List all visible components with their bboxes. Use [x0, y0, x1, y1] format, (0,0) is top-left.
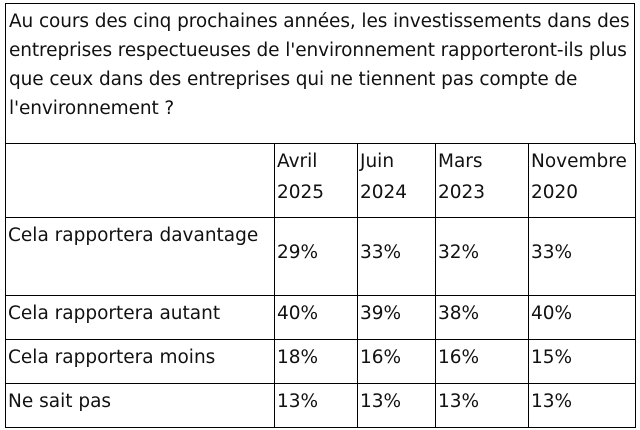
cell-value: 33% [360, 242, 402, 263]
row-label: Ne sait pas [5, 383, 275, 428]
table-cell: 40% [528, 295, 636, 340]
table-row: Cela rapportera autant 40% 39% 38% 40% [5, 295, 636, 340]
table-row: Cela rapportera moins 18% 16% 16% 15% [5, 339, 636, 384]
row-label: Cela rapportera autant [5, 295, 275, 340]
table-cell: 16% [435, 339, 529, 384]
table-cell: 13% [528, 383, 636, 428]
row-label-text: Cela rapportera davantage [8, 225, 259, 246]
header-cell-novembre-2020: Novembre 2020 [528, 143, 636, 218]
header-cell-empty [5, 143, 275, 218]
results-table: Avril 2025 Juin 2024 Mars 2023 Novembre … [5, 143, 636, 428]
cell-value: 33% [531, 242, 573, 263]
table-cell: 13% [435, 383, 529, 428]
row-label: Cela rapportera davantage [5, 217, 275, 296]
table-cell: 16% [357, 339, 436, 384]
header-cell-avril-2025: Avril 2025 [274, 143, 358, 218]
table-header-row: Avril 2025 Juin 2024 Mars 2023 Novembre … [5, 143, 636, 218]
question-text: Au cours des cinq prochaines années, les… [5, 3, 635, 143]
row-label: Cela rapportera moins [5, 339, 275, 384]
table-cell: 15% [528, 339, 636, 384]
header-cell-juin-2024: Juin 2024 [357, 143, 436, 218]
table-cell: 18% [274, 339, 358, 384]
table-cell: 38% [435, 295, 529, 340]
table-cell: 39% [357, 295, 436, 340]
table-cell: 33% [528, 217, 636, 296]
table-row: Cela rapportera davantage 29% 33% 32% 33… [5, 217, 636, 296]
header-cell-mars-2023: Mars 2023 [435, 143, 529, 218]
table-cell: 40% [274, 295, 358, 340]
table-cell: 32% [435, 217, 529, 296]
survey-document: Au cours des cinq prochaines années, les… [5, 3, 636, 428]
table-row: Ne sait pas 13% 13% 13% 13% [5, 383, 636, 428]
cell-value: 32% [438, 242, 480, 263]
table-cell: 13% [357, 383, 436, 428]
table-cell: 29% [274, 217, 358, 296]
table-cell: 33% [357, 217, 436, 296]
table-cell: 13% [274, 383, 358, 428]
cell-value: 29% [277, 242, 319, 263]
